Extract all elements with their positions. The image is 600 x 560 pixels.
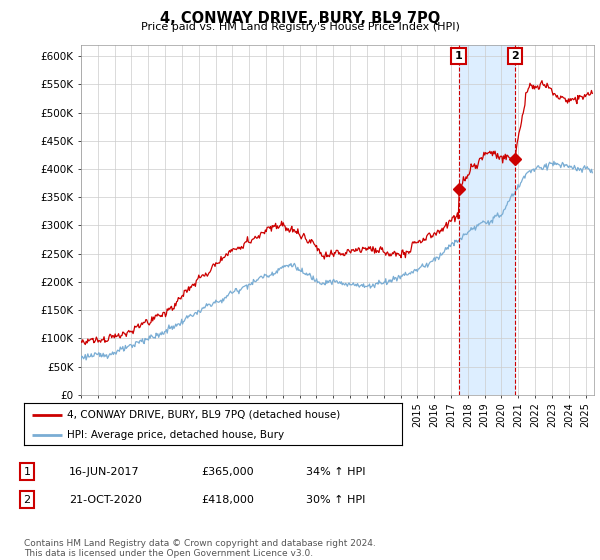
Text: 34% ↑ HPI: 34% ↑ HPI [306, 466, 365, 477]
Text: 21-OCT-2020: 21-OCT-2020 [69, 494, 142, 505]
Text: Price paid vs. HM Land Registry's House Price Index (HPI): Price paid vs. HM Land Registry's House … [140, 22, 460, 32]
Text: £418,000: £418,000 [201, 494, 254, 505]
Text: 30% ↑ HPI: 30% ↑ HPI [306, 494, 365, 505]
Text: HPI: Average price, detached house, Bury: HPI: Average price, detached house, Bury [67, 430, 284, 440]
Text: 2: 2 [23, 494, 31, 505]
Text: 4, CONWAY DRIVE, BURY, BL9 7PQ (detached house): 4, CONWAY DRIVE, BURY, BL9 7PQ (detached… [67, 410, 341, 420]
Text: 1: 1 [455, 51, 463, 61]
Text: 1: 1 [23, 466, 31, 477]
Text: £365,000: £365,000 [201, 466, 254, 477]
Text: Contains HM Land Registry data © Crown copyright and database right 2024.
This d: Contains HM Land Registry data © Crown c… [24, 539, 376, 558]
Text: 16-JUN-2017: 16-JUN-2017 [69, 466, 140, 477]
Bar [458, 45, 515, 395]
Text: 4, CONWAY DRIVE, BURY, BL9 7PQ: 4, CONWAY DRIVE, BURY, BL9 7PQ [160, 11, 440, 26]
Text: 2: 2 [511, 51, 519, 61]
